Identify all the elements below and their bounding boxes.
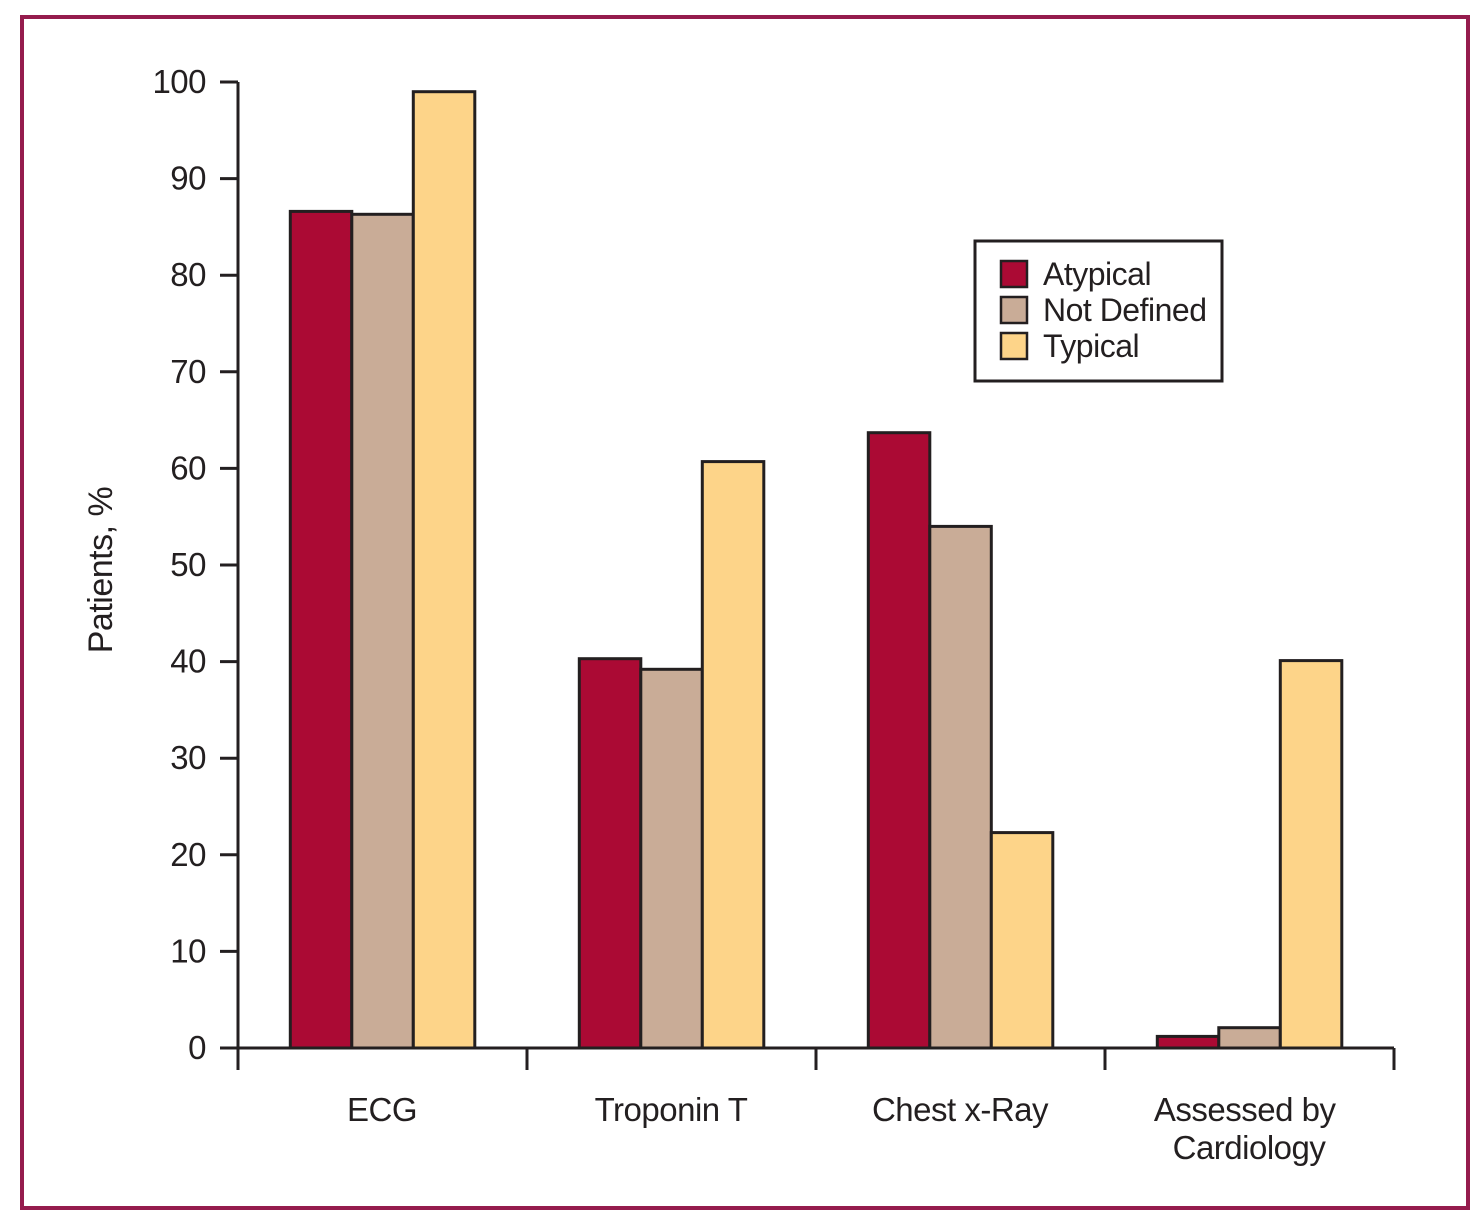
y-tick-label: 90 (170, 160, 206, 197)
bar-atypical-ecg (288, 209, 354, 1050)
bar-typical-chest-x-ray (989, 831, 1055, 1050)
legend-label-typical: Typical (1043, 328, 1139, 364)
category-label-ecg: ECG (347, 1091, 417, 1128)
plot-area: 0 10 20 30 40 50 60 70 80 90 100 (152, 63, 1396, 1070)
y-tick-label: 40 (170, 643, 206, 680)
x-category-labels: ECG Troponin T Chest x-Ray Assessed by C… (347, 1091, 1344, 1166)
bar-atypical-troponin-t (577, 657, 643, 1050)
category-label-troponin-t: Troponin T (595, 1091, 748, 1128)
legend-swatch-not-defined (999, 295, 1029, 325)
bar-typical-ecg (411, 90, 477, 1050)
y-tick-label: 10 (170, 932, 206, 969)
bar-atypical-chest-x-ray (866, 431, 932, 1050)
legend-label-atypical: Atypical (1043, 256, 1151, 292)
category-label-line1: Assessed by (1154, 1091, 1337, 1128)
y-axis-title: Patients, % (82, 486, 120, 653)
bar-not-defined-troponin-t (639, 667, 704, 1050)
bar-not-defined-ecg (350, 212, 415, 1050)
y-tick-label: 50 (170, 546, 206, 583)
bar-typical-assessed-by (1278, 659, 1344, 1050)
y-tick-label: 80 (170, 256, 206, 293)
figure-border (20, 15, 1470, 1210)
y-tick-label: 100 (152, 63, 206, 100)
category-label-chest-x-ray: Chest x-Ray (872, 1091, 1049, 1128)
y-tick-label: 60 (170, 449, 206, 486)
legend: Atypical Not Defined Typical (973, 239, 1224, 383)
bar-typical-troponin-t (700, 460, 766, 1050)
bar-not-defined-assessed-by (1217, 1026, 1282, 1050)
y-tick-label: 30 (170, 739, 206, 776)
y-tick-label: 20 (170, 836, 206, 873)
legend-swatch-typical (999, 331, 1029, 361)
legend-label-not-defined: Not Defined (1043, 292, 1206, 328)
y-tick-label: 0 (188, 1029, 206, 1066)
category-label-assessed-by-cardiology: Assessed by Cardiology (1154, 1091, 1344, 1166)
bar-not-defined-chest-x-ray (928, 524, 993, 1050)
bar-atypical-assessed-by (1155, 1034, 1221, 1050)
category-label-line2: Cardiology (1173, 1129, 1327, 1166)
y-tick-label: 70 (170, 353, 206, 390)
legend-swatch-atypical (999, 259, 1029, 289)
